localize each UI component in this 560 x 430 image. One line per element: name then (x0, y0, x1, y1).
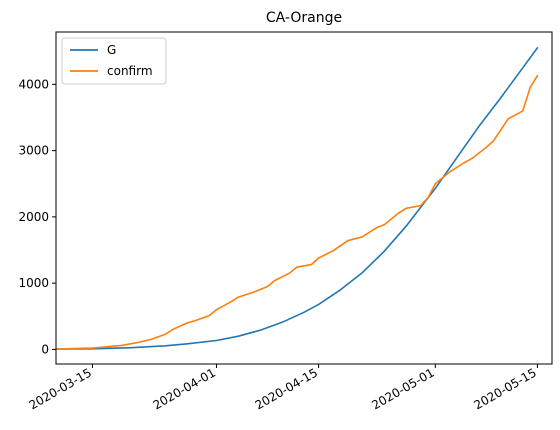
plot-area-frame (55, 31, 553, 365)
y-tick-label: 4000 (18, 77, 49, 91)
y-tick-label: 2000 (18, 210, 49, 224)
y-tick-label: 3000 (18, 144, 49, 158)
chart-title: CA-Orange (266, 10, 342, 26)
y-tick-label: 0 (41, 342, 49, 356)
x-tick-label: 2020-04-01 (151, 365, 218, 412)
x-tick-label: 2020-04-15 (253, 365, 320, 412)
x-tick-label: 2020-05-01 (369, 365, 436, 412)
y-tick-label: 1000 (18, 276, 49, 290)
legend-label: confirm (107, 64, 153, 78)
x-tick-label: 2020-03-15 (27, 365, 94, 412)
series-line-confirm (56, 74, 539, 350)
legend-label: G (107, 43, 116, 57)
x-tick-label: 2020-05-15 (472, 365, 539, 412)
series-line-g (56, 47, 539, 350)
